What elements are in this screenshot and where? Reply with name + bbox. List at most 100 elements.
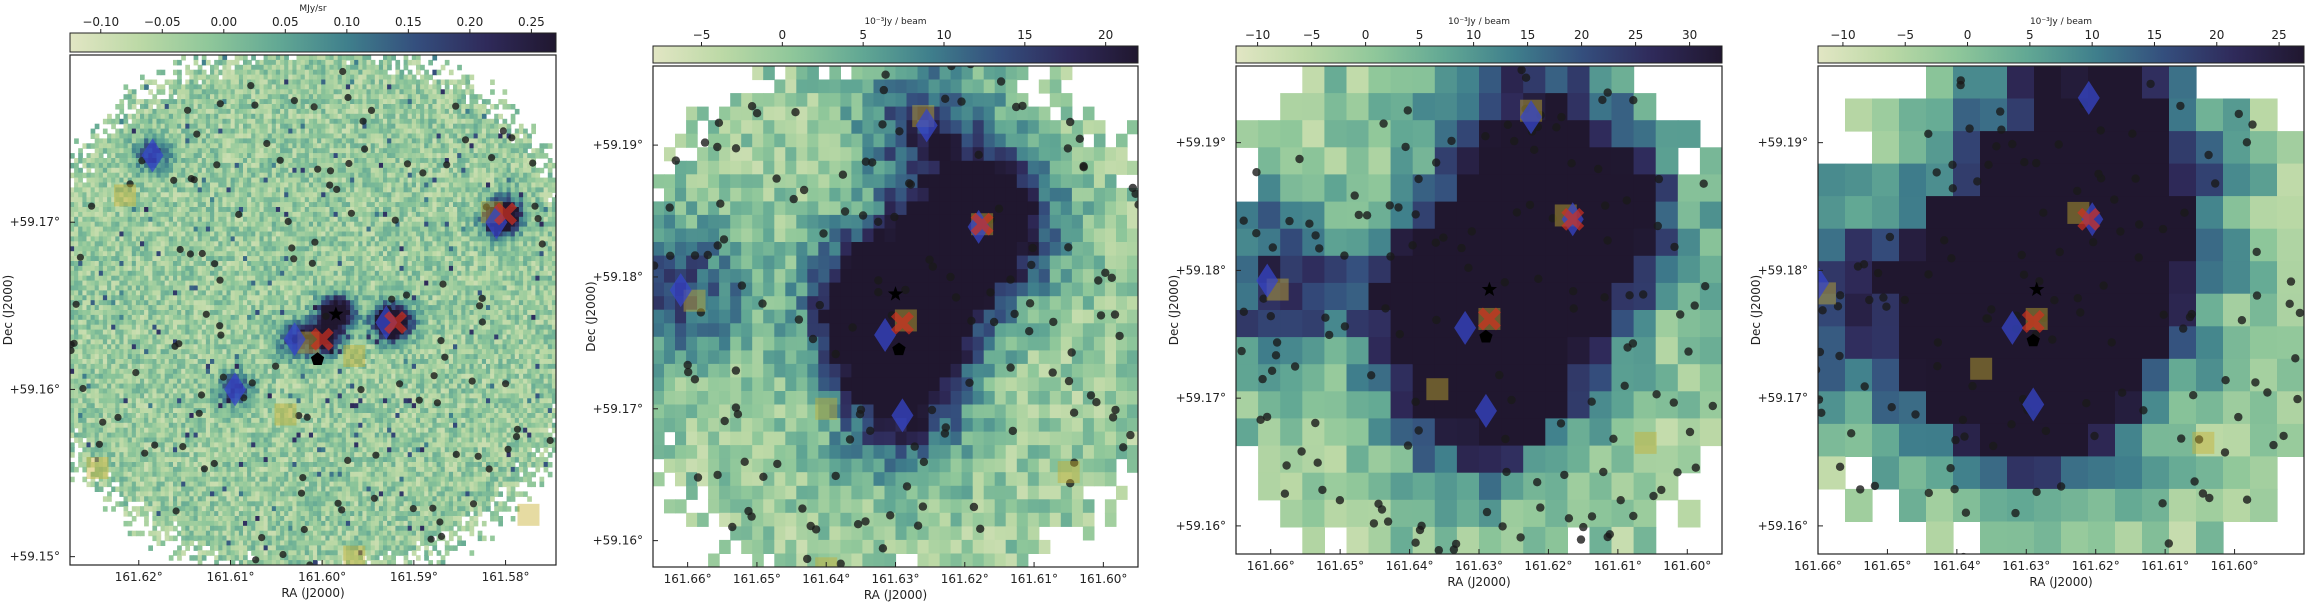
map-pixel: [243, 256, 248, 262]
map-pixel: [288, 373, 293, 380]
map-pixel: [193, 69, 199, 76]
map-pixel: [119, 422, 125, 429]
map-pixel: [205, 216, 211, 223]
map-pixel: [111, 476, 116, 483]
map-pixel: [243, 339, 248, 345]
map-pixel: [164, 403, 170, 409]
map-pixel: [238, 354, 244, 360]
map-pixel: [193, 275, 199, 282]
map-pixel: [275, 516, 281, 522]
map-pixel: [243, 251, 248, 257]
map-pixel: [107, 329, 112, 336]
map-pixel: [230, 256, 236, 262]
map-pixel: [247, 89, 252, 95]
map-pixel: [135, 363, 141, 370]
map-pixel: [218, 182, 223, 188]
map-pixel: [86, 280, 92, 287]
map-pixel: [177, 368, 182, 375]
map-pixel: [164, 354, 170, 360]
map-pixel: [275, 393, 281, 399]
map-pixel: [210, 447, 215, 453]
map-pixel: [275, 314, 281, 321]
map-pixel: [251, 496, 256, 502]
map-pixel: [238, 148, 244, 154]
map-pixel: [193, 167, 199, 174]
map-pixel: [127, 187, 133, 193]
map-pixel: [189, 457, 195, 463]
map-pixel: [90, 216, 96, 223]
map-pixel: [185, 525, 190, 532]
map-pixel: [156, 319, 162, 326]
map-pixel: [135, 207, 141, 213]
map-pixel: [144, 310, 149, 316]
map-pixel: [251, 261, 256, 267]
map-pixel: [135, 324, 141, 331]
map-pixel: [177, 359, 182, 365]
map-pixel: [94, 319, 100, 326]
map-pixel: [230, 202, 236, 208]
map-pixel: [70, 432, 75, 439]
map-pixel: [243, 457, 248, 463]
map-pixel: [259, 153, 265, 159]
map-pixel: [230, 334, 236, 340]
map-pixel: [263, 172, 269, 179]
map-pixel: [226, 471, 232, 478]
map-pixel: [288, 108, 293, 115]
map-pixel: [189, 275, 195, 282]
map-pixel: [222, 530, 228, 537]
map-pixel: [193, 545, 199, 551]
map-pixel: [140, 466, 145, 473]
map-pixel: [160, 481, 166, 488]
map-pixel: [284, 202, 289, 208]
map-pixel: [263, 305, 269, 311]
map-pixel: [197, 466, 203, 473]
map-pixel: [164, 383, 170, 390]
map-pixel: [160, 525, 166, 532]
map-pixel: [148, 300, 153, 306]
map-pixel: [234, 300, 240, 306]
map-pixel: [210, 339, 215, 345]
map-pixel: [243, 280, 248, 287]
map-pixel: [131, 113, 137, 120]
map-pixel: [280, 265, 285, 272]
map-pixel: [140, 84, 145, 90]
map-pixel: [119, 275, 125, 282]
map-pixel: [140, 388, 145, 394]
map-pixel: [222, 143, 228, 149]
map-pixel: [230, 241, 236, 247]
map-pixel: [148, 359, 153, 365]
map-pixel: [284, 398, 289, 404]
map-pixel: [90, 177, 96, 184]
map-pixel: [275, 246, 281, 252]
map-pixel: [177, 496, 182, 502]
map-pixel: [251, 265, 256, 272]
map-pixel: [74, 162, 79, 169]
map-pixel: [115, 270, 120, 277]
map-pixel: [275, 261, 281, 267]
map-pixel: [247, 177, 252, 184]
map-pixel: [107, 324, 112, 331]
map-pixel: [226, 251, 232, 257]
map-pixel: [263, 481, 269, 488]
map-pixel: [259, 378, 265, 385]
map-pixel: [267, 251, 273, 257]
map-pixel: [193, 378, 199, 385]
map-pixel: [148, 403, 153, 409]
map-pixel: [218, 354, 223, 360]
map-pixel: [144, 172, 149, 179]
map-pixel: [156, 167, 162, 174]
map-pixel: [255, 167, 260, 174]
map-pixel: [86, 329, 92, 336]
map-pixel: [205, 422, 211, 429]
map-pixel: [201, 94, 207, 100]
map-pixel: [226, 417, 232, 424]
map-pixel: [267, 550, 273, 556]
map-pixel: [74, 241, 79, 247]
map-pixel: [156, 295, 162, 301]
map-pixel: [201, 319, 207, 326]
map-pixel: [222, 324, 228, 331]
map-pixel: [115, 452, 120, 458]
map-pixel: [152, 261, 158, 267]
map-pixel: [222, 79, 228, 85]
map-pixel: [255, 535, 260, 542]
